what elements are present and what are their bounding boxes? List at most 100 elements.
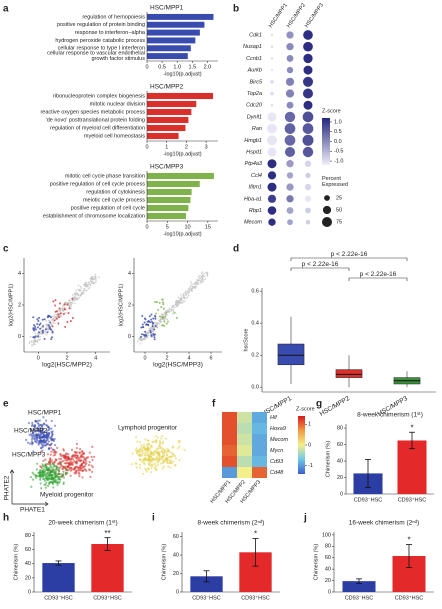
background-point xyxy=(154,315,157,318)
background-point xyxy=(176,447,180,450)
background-point xyxy=(55,451,58,454)
background-point xyxy=(59,461,63,464)
background-point xyxy=(162,303,165,306)
background-point xyxy=(147,334,150,337)
y-tick-label: 100 xyxy=(322,532,331,538)
background-point xyxy=(156,326,159,329)
heat-cell xyxy=(237,445,252,456)
background-point xyxy=(53,314,56,317)
p-value: p < 2.22e-16 xyxy=(302,261,339,268)
background-point xyxy=(160,462,163,465)
x-tick-label: 0.5 xyxy=(158,64,166,70)
gene-label: Nusap1 xyxy=(243,44,262,50)
background-point xyxy=(161,434,164,438)
legend-dot xyxy=(321,216,333,228)
background-point xyxy=(144,336,147,339)
significance: * xyxy=(254,530,257,539)
x-tick-label: CD93⁻HSC xyxy=(192,595,221,601)
background-point xyxy=(38,316,41,319)
background-point xyxy=(54,468,57,471)
background-point xyxy=(139,335,142,338)
background-point xyxy=(153,336,156,339)
background-point xyxy=(138,440,141,444)
background-point xyxy=(151,320,154,323)
gene-label: Mycn xyxy=(270,448,283,454)
background-point xyxy=(75,470,78,473)
background-point xyxy=(199,274,201,277)
background-point xyxy=(57,462,60,465)
dot xyxy=(270,103,274,107)
background-point xyxy=(81,476,84,479)
x-tick-label: 3 xyxy=(205,144,208,150)
background-point xyxy=(161,298,164,301)
background-point xyxy=(156,436,160,439)
background-point xyxy=(135,436,138,439)
panel-letter: h xyxy=(3,513,9,524)
y-axis-label: PHATE2 xyxy=(4,475,11,500)
background-point xyxy=(70,301,73,304)
background-point xyxy=(38,419,41,422)
background-point xyxy=(58,472,61,476)
dot xyxy=(270,91,274,96)
dot xyxy=(267,147,277,157)
background-point xyxy=(62,449,65,452)
background-point xyxy=(53,322,56,324)
background-point xyxy=(149,321,152,324)
background-point xyxy=(53,319,56,322)
background-point xyxy=(47,473,51,476)
background-point xyxy=(49,463,52,466)
background-point xyxy=(43,479,47,482)
gene-label: Hmgb1 xyxy=(244,138,262,144)
background-point xyxy=(91,278,94,281)
background-point xyxy=(33,430,36,433)
background-point xyxy=(47,434,50,437)
background-point xyxy=(54,444,57,447)
p-value: p < 2.22e-16 xyxy=(360,271,397,278)
background-point xyxy=(176,305,179,308)
y-tick-label: 40 xyxy=(173,553,179,559)
background-point xyxy=(147,468,151,471)
background-point xyxy=(186,289,189,292)
category-label: reactive oxygen species metabolic proces… xyxy=(40,109,145,115)
panel-letter: b xyxy=(233,4,239,15)
background-point xyxy=(50,324,53,326)
background-point xyxy=(34,343,36,346)
background-point xyxy=(33,343,35,346)
background-point xyxy=(29,475,33,479)
background-point xyxy=(49,453,52,456)
y-tick-label: 80 xyxy=(325,544,331,550)
category-label: response to interferon−alpha xyxy=(75,30,146,36)
background-point xyxy=(141,460,144,463)
background-point xyxy=(163,452,166,455)
background-point xyxy=(151,329,154,331)
gene-label: Hlf xyxy=(270,415,277,421)
gene-label: Cd93 xyxy=(270,459,284,465)
background-point xyxy=(59,312,62,315)
gene-label: Top2a xyxy=(247,91,262,97)
background-point xyxy=(41,464,44,467)
background-point xyxy=(186,291,188,294)
category-label: positive regulation of cell cycle proces… xyxy=(50,181,145,187)
background-point xyxy=(51,331,54,334)
background-point xyxy=(86,284,88,287)
background-point xyxy=(138,337,141,340)
dot xyxy=(286,31,294,39)
dot xyxy=(286,54,294,62)
background-point xyxy=(31,421,34,425)
heat-cell xyxy=(222,412,237,423)
background-point xyxy=(184,300,186,302)
background-point xyxy=(198,279,200,281)
background-point xyxy=(55,313,58,316)
background-point xyxy=(39,478,42,481)
y-tick-label: 0 xyxy=(18,334,21,340)
background-point xyxy=(70,448,74,451)
background-point xyxy=(50,427,53,430)
x-tick-label: 0 xyxy=(145,64,148,70)
background-point xyxy=(57,476,60,479)
background-point xyxy=(47,315,50,318)
background-point xyxy=(40,333,43,336)
background-point xyxy=(82,291,84,294)
background-point xyxy=(88,286,91,289)
background-point xyxy=(165,451,168,454)
dot xyxy=(286,183,294,191)
